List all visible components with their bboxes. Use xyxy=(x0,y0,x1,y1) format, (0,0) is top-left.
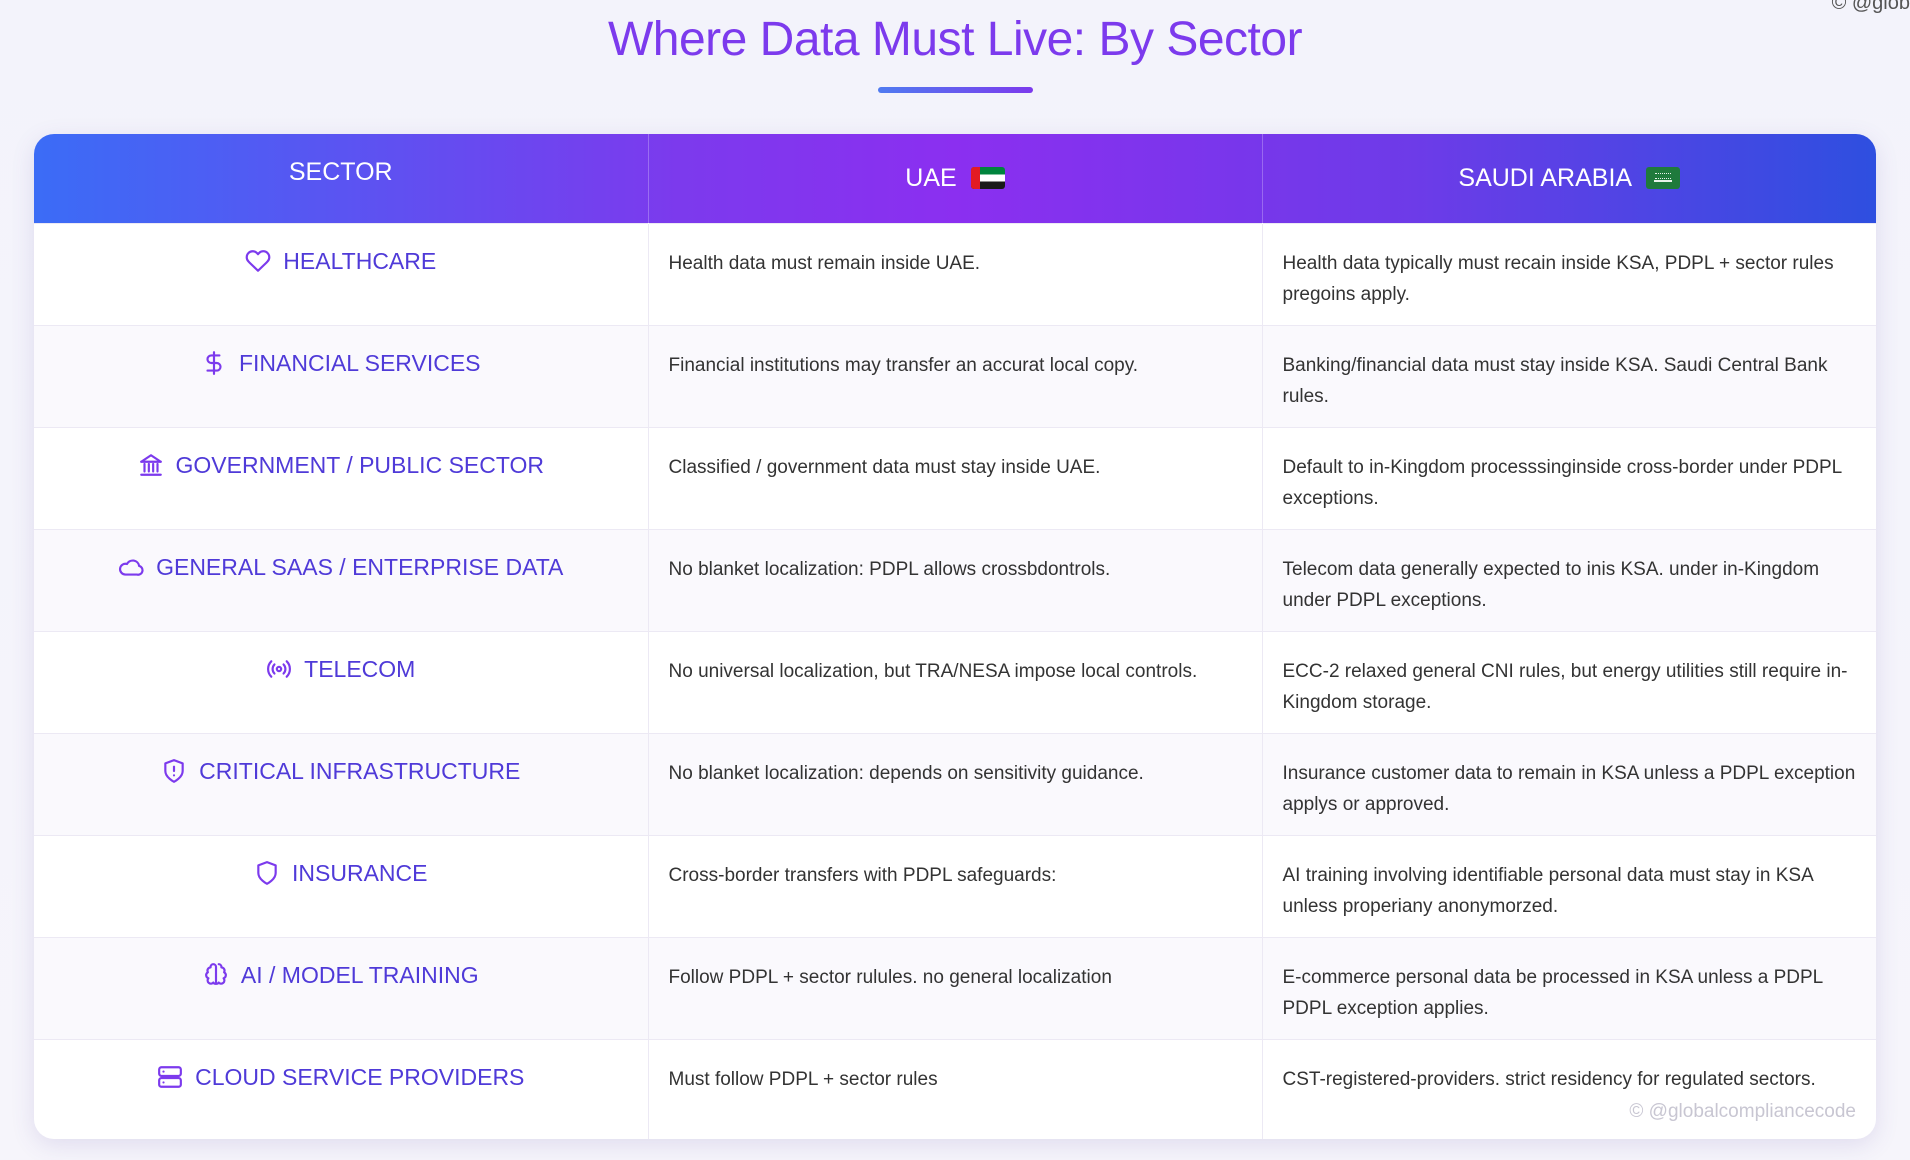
title-underline xyxy=(878,87,1033,93)
ksa-cell: Insurance customer data to remain in KSA… xyxy=(1262,732,1876,835)
sector-label: AI / MODEL TRAINING xyxy=(240,961,479,988)
uae-cell: Cross-border transfers with PDPL safegua… xyxy=(648,834,1263,937)
table-row: FINANCIAL SERVICES Financial institutions… xyxy=(34,324,1876,427)
sector-label: TELECOM xyxy=(304,655,416,682)
header-ksa-label: SAUDI ARABIA xyxy=(1458,163,1633,192)
uae-cell: Classified / government data must stay i… xyxy=(648,426,1263,529)
sector-cell: INSURANCE xyxy=(34,834,649,937)
sector-table-card: SECTOR UAE SAUDI ARABIA HEALTHCARE Health… xyxy=(34,134,1876,1139)
sector-label: CRITICAL INFRASTRUCTURE xyxy=(199,757,521,784)
page-title: Where Data Must Live: By Sector xyxy=(607,13,1303,66)
table-row: CLOUD SERVICE PROVIDERS Must follow PDPL … xyxy=(34,1038,1876,1139)
uae-flag-icon xyxy=(970,167,1005,190)
dollar-icon xyxy=(201,350,227,376)
header-ksa: SAUDI ARABIA xyxy=(1262,134,1876,223)
uae-cell: Financial institutions may transfer an a… xyxy=(648,324,1263,427)
table-row: CRITICAL INFRASTRUCTURE No blanket locali… xyxy=(34,732,1876,835)
sector-cell: HEALTHCARE xyxy=(34,222,649,325)
uae-cell: No blanket localization: PDPL allows cro… xyxy=(648,528,1263,631)
sector-label: HEALTHCARE xyxy=(283,247,437,274)
sector-label: INSURANCE xyxy=(292,859,428,886)
table-row: TELECOM No universal localization, but TR… xyxy=(34,630,1876,733)
sector-cell: TELECOM xyxy=(34,630,649,733)
sector-cell: GOVERNMENT / PUBLIC SECTOR xyxy=(34,426,649,529)
ksa-cell: Telecom data generally expected to inis … xyxy=(1262,528,1876,631)
ksa-cell: AI training involving identifiable perso… xyxy=(1262,834,1876,937)
sector-label: GOVERNMENT / PUBLIC SECTOR xyxy=(175,451,545,478)
uae-cell: No universal localization, but TRA/NESA … xyxy=(648,630,1263,733)
server-icon xyxy=(157,1064,183,1090)
table-body: HEALTHCARE Health data must remain inside… xyxy=(34,222,1876,1139)
header-uae: UAE xyxy=(648,134,1263,223)
ksa-cell: CST-registered-providers. strict residen… xyxy=(1262,1038,1876,1139)
sector-cell: FINANCIAL SERVICES xyxy=(34,324,649,427)
corner-watermark: © @glob xyxy=(1831,0,1910,14)
header-uae-label: UAE xyxy=(905,163,957,192)
ksa-cell: E-commerce personal data be processed in… xyxy=(1262,936,1876,1039)
header-sector-label: SECTOR xyxy=(288,158,393,187)
sector-label: GENERAL SAAS / ENTERPRISE DATA xyxy=(156,553,564,580)
ksa-cell: Banking/financial data must stay inside … xyxy=(1262,324,1876,427)
ksa-cell: ECC-2 relaxed general CNI rules, but ene… xyxy=(1262,630,1876,733)
heart-icon xyxy=(245,248,271,274)
sector-table: SECTOR UAE SAUDI ARABIA HEALTHCARE Health… xyxy=(34,134,1876,1139)
watermark: © @globalcompliancecode xyxy=(1629,1101,1856,1122)
table-row: HEALTHCARE Health data must remain inside… xyxy=(34,222,1876,325)
uae-cell: Must follow PDPL + sector rules xyxy=(648,1038,1263,1139)
table-row: INSURANCE Cross-border transfers with PDP… xyxy=(34,834,1876,937)
table-row: GENERAL SAAS / ENTERPRISE DATA No blanket… xyxy=(34,528,1876,631)
sector-label: FINANCIAL SERVICES xyxy=(238,349,481,376)
sector-cell: GENERAL SAAS / ENTERPRISE DATA xyxy=(34,528,649,631)
brain-icon xyxy=(203,962,229,988)
table-row: GOVERNMENT / PUBLIC SECTOR Classified / g… xyxy=(34,426,1876,529)
shield-icon xyxy=(254,860,280,886)
uae-cell: No blanket localization: depends on sens… xyxy=(648,732,1263,835)
header-sector: SECTOR xyxy=(34,134,649,223)
sector-cell: CRITICAL INFRASTRUCTURE xyxy=(34,732,649,835)
saudi-flag-icon xyxy=(1646,167,1681,190)
ksa-cell: Health data typically must recain inside… xyxy=(1262,222,1876,325)
uae-cell: Health data must remain inside UAE. xyxy=(648,222,1263,325)
sector-cell: CLOUD SERVICE PROVIDERS xyxy=(34,1038,649,1139)
table-row: AI / MODEL TRAINING Follow PDPL + sector … xyxy=(34,936,1876,1039)
sector-cell: AI / MODEL TRAINING xyxy=(34,936,649,1039)
ksa-cell: Default to in-Kingdom processsinginside … xyxy=(1262,426,1876,529)
uae-cell: Follow PDPL + sector rulules. no general… xyxy=(648,936,1263,1039)
table-header: SECTOR UAE SAUDI ARABIA xyxy=(34,134,1876,223)
bank-icon xyxy=(138,452,164,478)
cloud-icon xyxy=(118,554,144,580)
header-row: SECTOR UAE SAUDI ARABIA xyxy=(34,134,1876,223)
shield-alert-icon xyxy=(161,758,187,784)
sector-label: CLOUD SERVICE PROVIDERS xyxy=(195,1063,525,1090)
broadcast-icon xyxy=(266,656,292,682)
